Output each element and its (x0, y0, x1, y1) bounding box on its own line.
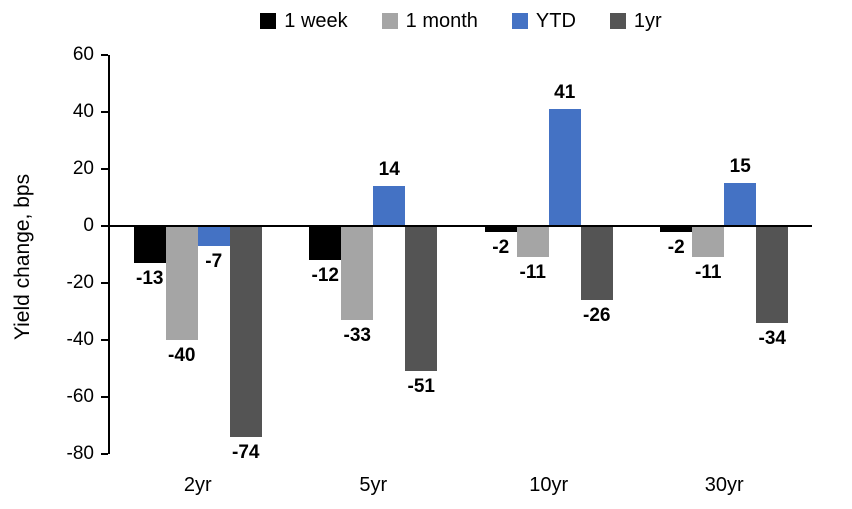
bar-value-label: -33 (343, 325, 371, 347)
y-tick-mark (101, 54, 108, 56)
legend-item-YTD: YTD (511, 9, 576, 33)
y-tick-mark (101, 111, 108, 113)
bar-YTD-2yr (197, 226, 230, 246)
bar-value-label: -13 (136, 268, 164, 290)
y-tick-mark (101, 282, 108, 284)
bar-value-label: 41 (554, 82, 576, 104)
y-tick-mark (101, 339, 108, 341)
y-tick-label: -20 (66, 272, 94, 293)
bar-1yr-5yr (405, 226, 438, 372)
bar-1yr-10yr (580, 226, 613, 301)
y-tick-label: 40 (72, 101, 94, 122)
plot-area: 60 40 20 0 -20 -40 -60 -80 -13 -12 -2 -2 -40 -33 -11 -1… (67, 45, 812, 464)
x-category-label-30yr: 30yr (704, 474, 744, 496)
x-category-label-2yr: 2yr (183, 474, 212, 496)
bar-1-month-2yr (165, 226, 198, 340)
bar-YTD-10yr (548, 109, 581, 226)
legend-item-1-month: 1 month (381, 9, 478, 33)
legend-item-1yr: 1yr (609, 9, 662, 33)
y-tick-mark (101, 225, 108, 227)
bar-1-week-30yr (660, 226, 693, 232)
bar-value-label: -26 (583, 305, 611, 327)
y-tick-label: -40 (66, 329, 94, 350)
y-tick-mark (101, 396, 108, 398)
legend-swatch-icon (511, 13, 528, 29)
bar-1-month-10yr (516, 226, 549, 258)
bar-1-month-5yr (341, 226, 374, 321)
x-axis-category-labels: 2yr 5yr 10yr 30yr (110, 473, 812, 499)
bar-1-month-30yr (692, 226, 725, 258)
bar-value-label: -2 (492, 236, 510, 258)
bar-value-label: -11 (519, 262, 546, 284)
bar-value-label: -12 (311, 265, 339, 287)
bar-value-label: -34 (758, 327, 786, 349)
legend-swatch-icon (609, 13, 626, 29)
bar-1yr-2yr (229, 226, 262, 437)
bar-value-label: 14 (378, 159, 400, 181)
bar-value-label: -40 (168, 345, 196, 366)
bar-value-label: -7 (205, 250, 223, 272)
bar-1yr-30yr (756, 226, 789, 323)
bar-value-label: -51 (407, 376, 435, 398)
legend-label: 1yr (633, 9, 662, 32)
y-tick-label: 0 (83, 215, 94, 236)
y-tick-mark (101, 453, 108, 455)
x-category-label-5yr: 5yr (359, 474, 388, 496)
legend-item-1-week: 1 week (260, 9, 348, 33)
legend-swatch-icon (260, 13, 277, 29)
chart-legend: 1 week 1 month YTD 1yr (110, 6, 812, 36)
zero-baseline (110, 225, 812, 227)
bar-1-week-2yr (133, 226, 166, 264)
bar-value-label: 15 (729, 156, 751, 178)
y-tick-label: -80 (66, 443, 94, 464)
legend-swatch-icon (381, 13, 398, 29)
bar-1-week-5yr (309, 226, 342, 261)
bar-value-label: -11 (695, 262, 722, 284)
x-category-label-10yr: 10yr (529, 474, 569, 496)
legend-label: 1 week (284, 9, 348, 32)
y-tick-label: 60 (72, 44, 94, 65)
legend-label: YTD (535, 9, 576, 32)
y-tick-label: -60 (66, 386, 94, 407)
bar-YTD-5yr (373, 186, 406, 226)
y-tick-mark (101, 168, 108, 170)
bar-1-week-10yr (484, 226, 517, 232)
y-tick-label: 20 (72, 158, 94, 179)
y-axis-line (108, 55, 110, 454)
bar-YTD-30yr (724, 183, 757, 226)
legend-label: 1 month (405, 9, 478, 32)
bar-value-label: -74 (232, 441, 260, 463)
y-axis-title: Yield change, bps (11, 173, 34, 341)
bar-value-label: -2 (667, 236, 685, 258)
